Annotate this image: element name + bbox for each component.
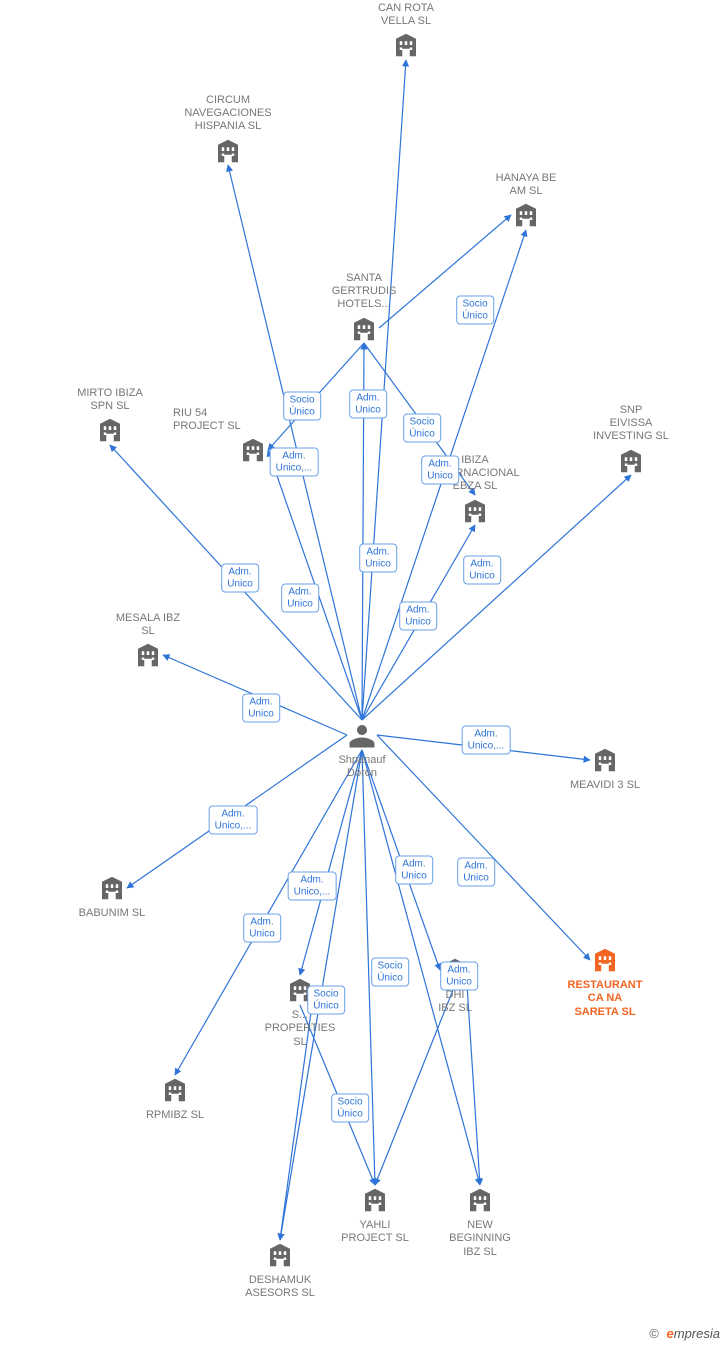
company-node-deshamuk[interactable]: DESHAMUK ASESORS SL <box>220 1240 340 1303</box>
edge-label: Adm. Unico,... <box>462 726 511 755</box>
company-label: S... PROPERTIES SL <box>240 1009 360 1049</box>
edge-label: Socio Único <box>283 392 321 421</box>
building-icon <box>315 1185 435 1219</box>
edge-label: Adm. Unico <box>463 556 501 585</box>
company-label: HANAYA BE AM SL <box>466 172 586 198</box>
edge-label: Adm. Unico,... <box>270 448 319 477</box>
building-icon <box>304 314 424 348</box>
company-label: BABUNIM SL <box>52 907 172 920</box>
building-icon <box>346 30 466 64</box>
company-label: RPMIBZ SL <box>115 1109 235 1122</box>
building-icon <box>545 745 665 779</box>
edge-label: Adm. Unico <box>395 856 433 885</box>
company-label: CAN ROTA VELLA SL <box>346 2 466 28</box>
company-label: RIU 54 PROJECT SL <box>173 407 293 433</box>
company-label: NEW BEGINNING IBZ SL <box>420 1219 540 1259</box>
company-label: CIRCUM NAVEGACIONES HISPANIA SL <box>168 94 288 134</box>
building-icon <box>466 200 586 234</box>
building-icon <box>545 945 665 979</box>
person-label: Shpanauf Doron <box>302 754 422 780</box>
copyright-symbol: © <box>649 1326 659 1341</box>
company-node-meavidi[interactable]: MEAVIDI 3 SL <box>545 745 665 794</box>
brand-e: e <box>667 1326 674 1341</box>
company-label: RESTAURANT CA NA SARETA SL <box>545 979 665 1019</box>
company-node-can_rota[interactable]: CAN ROTA VELLA SL <box>346 2 466 65</box>
building-icon <box>168 136 288 170</box>
building-icon <box>220 1240 340 1274</box>
edge-label: Adm. Unico <box>242 694 280 723</box>
edge-label: Socio Único <box>331 1094 369 1123</box>
company-node-santa[interactable]: SANTA GERTRUDIS HOTELS... <box>304 272 424 348</box>
company-node-newbeg[interactable]: NEW BEGINNING IBZ SL <box>420 1185 540 1261</box>
company-node-rpmibz[interactable]: RPMIBZ SL <box>115 1075 235 1124</box>
edge-label: Adm. Unico <box>440 962 478 991</box>
building-icon <box>115 1075 235 1109</box>
company-node-restaurant[interactable]: RESTAURANT CA NA SARETA SL <box>545 945 665 1021</box>
person-node[interactable]: Shpanauf Doron <box>302 720 422 783</box>
edge-person-sprop <box>300 750 362 975</box>
company-node-mirto[interactable]: MIRTO IBIZA SPN SL <box>50 387 170 450</box>
building-icon <box>415 496 535 530</box>
brand-rest: mpresia <box>674 1326 720 1341</box>
edge-label: Socio Único <box>456 296 494 325</box>
company-label: MESALA IBZ SL <box>88 612 208 638</box>
company-node-yahli[interactable]: YAHLI PROJECT SL <box>315 1185 435 1248</box>
company-label: SNP EIVISSA INVESTING SL <box>571 404 691 444</box>
edge-label: Adm. Unico <box>281 584 319 613</box>
edge-label: Adm. Unico <box>349 390 387 419</box>
company-label: DHI IBZ SL <box>395 989 515 1015</box>
building-icon <box>420 1185 540 1219</box>
edge-label: Socio Único <box>371 958 409 987</box>
person-icon <box>302 720 422 754</box>
building-icon <box>50 415 170 449</box>
edge-label: Socio Único <box>403 414 441 443</box>
company-label: MEAVIDI 3 SL <box>545 779 665 792</box>
edge-label: Adm. Unico <box>457 858 495 887</box>
edge-label: Adm. Unico <box>399 602 437 631</box>
edge-label: Adm. Unico,... <box>209 806 258 835</box>
edge-label: Socio Único <box>307 986 345 1015</box>
company-node-hanaya[interactable]: HANAYA BE AM SL <box>466 172 586 235</box>
building-icon <box>88 640 208 674</box>
edge-label: Adm. Unico <box>221 564 259 593</box>
footer: © empresia <box>649 1326 720 1341</box>
edge-label: Adm. Unico <box>421 456 459 485</box>
edge-label: Adm. Unico,... <box>288 872 337 901</box>
company-label: SANTA GERTRUDIS HOTELS... <box>304 272 424 312</box>
company-node-circum[interactable]: CIRCUM NAVEGACIONES HISPANIA SL <box>168 94 288 170</box>
company-node-babunim[interactable]: BABUNIM SL <box>52 873 172 922</box>
building-icon <box>571 446 691 480</box>
company-label: DESHAMUK ASESORS SL <box>220 1274 340 1300</box>
company-label: MIRTO IBIZA SPN SL <box>50 387 170 413</box>
company-node-snp[interactable]: SNP EIVISSA INVESTING SL <box>571 404 691 480</box>
edge-label: Adm. Unico <box>243 914 281 943</box>
company-node-mesala[interactable]: MESALA IBZ SL <box>88 612 208 675</box>
building-icon <box>52 873 172 907</box>
edge-label: Adm. Unico <box>359 544 397 573</box>
